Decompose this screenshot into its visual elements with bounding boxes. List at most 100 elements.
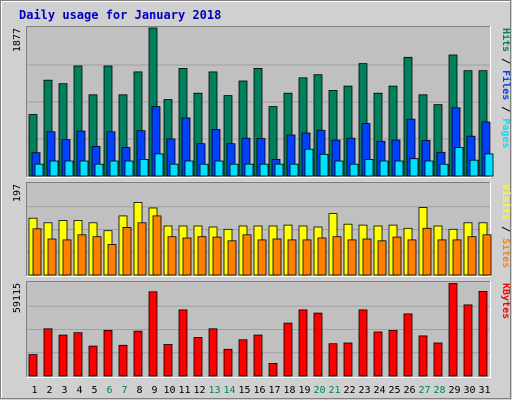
bar-sites-day-17 (272, 238, 282, 276)
bar-pages-day-8 (139, 158, 149, 177)
bar-pages-day-15 (244, 163, 254, 177)
day-label: 28 (433, 385, 445, 396)
bar-kbytes-day-17 (268, 362, 278, 377)
day-label: 2 (46, 385, 52, 396)
bar-kbytes-day-7 (118, 344, 128, 377)
day-label: 17 (268, 385, 280, 396)
bar-sites-day-27 (422, 227, 432, 276)
bar-kbytes-day-28 (433, 342, 443, 377)
bar-kbytes-day-21 (328, 343, 338, 377)
series-kbytes (28, 283, 488, 377)
bar-pages-day-28 (439, 163, 449, 177)
panel-2: 197 Visits / Sites (12, 182, 512, 277)
bar-kbytes-day-27 (418, 335, 428, 377)
day-label: 15 (238, 385, 250, 396)
bar-pages-day-7 (124, 160, 134, 177)
panel-scale-label: 197 (12, 184, 23, 202)
bar-pages-day-16 (259, 163, 269, 177)
panel-3: 59115 KBytes (12, 281, 511, 378)
bar-pages-day-9 (154, 153, 164, 177)
day-label: 8 (136, 385, 142, 396)
bar-kbytes-day-23 (358, 309, 368, 377)
day-label: 10 (163, 385, 175, 396)
bar-sites-day-11 (182, 237, 192, 276)
day-label: 12 (193, 385, 205, 396)
day-label: 3 (61, 385, 67, 396)
bar-sites-day-2 (47, 238, 57, 276)
bar-kbytes-day-29 (448, 283, 458, 377)
bar-kbytes-day-19 (298, 309, 308, 377)
day-label: 26 (403, 385, 415, 396)
bar-sites-day-10 (167, 236, 177, 276)
bar-kbytes-day-3 (58, 334, 68, 377)
bar-pages-day-3 (64, 160, 74, 177)
bar-kbytes-day-24 (373, 331, 383, 377)
bar-pages-day-26 (409, 158, 419, 177)
day-label: 25 (388, 385, 400, 396)
bar-kbytes-day-9 (148, 291, 158, 377)
bar-kbytes-day-2 (43, 328, 53, 377)
day-label: 11 (178, 385, 190, 396)
bar-pages-day-22 (349, 163, 359, 177)
day-label: 6 (106, 385, 112, 396)
bar-pages-day-4 (79, 160, 89, 177)
day-label: 14 (223, 385, 235, 396)
chart-title: Daily usage for January 2018 (19, 8, 221, 22)
day-label: 30 (463, 385, 475, 396)
bar-kbytes-day-31 (478, 290, 488, 377)
legend-entry-: / (500, 100, 511, 118)
panel-scale-label: 1877 (12, 28, 23, 52)
bar-sites-day-31 (482, 234, 492, 276)
bar-kbytes-day-22 (343, 342, 353, 377)
legend-entry-hits: Hits (500, 28, 512, 52)
bar-pages-day-14 (229, 163, 239, 177)
bar-pages-day-1 (34, 163, 44, 177)
day-label: 18 (283, 385, 295, 396)
day-label: 29 (448, 385, 460, 396)
bar-sites-day-9 (152, 215, 162, 276)
panel-legend: Hits / Files / Pages (500, 28, 512, 148)
chart-panels: 1877 Hits / Files / Pages 197 Visits / Site… (12, 26, 512, 378)
bar-pages-day-21 (334, 160, 344, 177)
panel-1: 1877 Hits / Files / Pages (12, 26, 512, 178)
series-pages (34, 147, 494, 177)
day-label: 13 (208, 385, 220, 396)
bar-pages-day-31 (484, 153, 494, 177)
bar-sites-day-19 (302, 239, 312, 276)
day-label: 22 (343, 385, 355, 396)
bar-pages-day-17 (274, 163, 284, 177)
bar-pages-day-13 (214, 160, 224, 177)
day-label: 21 (328, 385, 340, 396)
bar-pages-day-29 (454, 147, 464, 177)
legend-entry-pages: Pages (500, 118, 511, 148)
bar-pages-day-10 (169, 163, 179, 177)
bar-kbytes-day-1 (28, 354, 38, 377)
panel-scale-label: 59115 (12, 283, 23, 313)
panel-legend: KBytes (500, 283, 511, 319)
bar-sites-day-20 (317, 237, 327, 276)
bar-sites-day-21 (332, 236, 342, 276)
day-label: 27 (418, 385, 430, 396)
bar-kbytes-day-20 (313, 312, 323, 377)
bar-kbytes-day-16 (253, 334, 263, 377)
day-label: 23 (358, 385, 370, 396)
bar-kbytes-day-4 (73, 332, 83, 377)
day-label: 20 (313, 385, 325, 396)
bar-pages-day-27 (424, 160, 434, 177)
bar-sites-day-26 (407, 239, 417, 276)
day-label: 5 (91, 385, 97, 396)
bar-sites-day-4 (77, 234, 87, 276)
day-label: 4 (76, 385, 82, 396)
bar-kbytes-day-12 (193, 337, 203, 377)
day-label: 16 (253, 385, 265, 396)
bar-kbytes-day-6 (103, 329, 113, 377)
day-label: 19 (298, 385, 310, 396)
bar-sites-day-29 (452, 239, 462, 276)
bar-sites-day-5 (92, 236, 102, 276)
bar-pages-day-12 (199, 163, 209, 177)
legend-entry-sites: Sites (500, 238, 512, 268)
bar-sites-day-23 (362, 238, 372, 276)
bar-pages-day-5 (94, 163, 104, 177)
